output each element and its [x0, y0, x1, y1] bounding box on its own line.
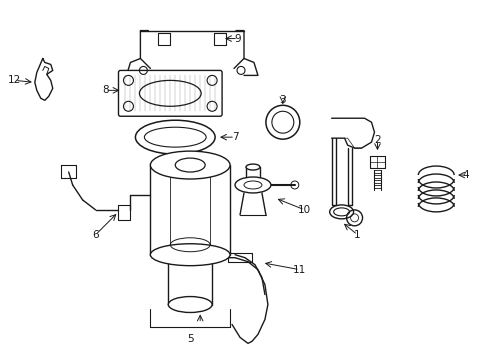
Text: 1: 1 [353, 230, 360, 240]
Ellipse shape [235, 177, 270, 193]
Text: 3: 3 [279, 95, 285, 105]
Ellipse shape [245, 164, 260, 170]
Ellipse shape [150, 244, 229, 266]
Text: 10: 10 [298, 205, 311, 215]
Ellipse shape [150, 151, 229, 179]
Text: 12: 12 [8, 75, 21, 85]
Text: 11: 11 [293, 265, 306, 275]
Text: 6: 6 [92, 230, 99, 240]
Text: 9: 9 [234, 33, 241, 44]
Ellipse shape [329, 205, 353, 219]
Text: 2: 2 [373, 135, 380, 145]
FancyBboxPatch shape [118, 71, 222, 116]
Text: 8: 8 [102, 85, 109, 95]
Text: 5: 5 [186, 334, 193, 345]
Text: 4: 4 [462, 170, 468, 180]
Text: 7: 7 [231, 132, 238, 142]
Ellipse shape [168, 297, 212, 312]
